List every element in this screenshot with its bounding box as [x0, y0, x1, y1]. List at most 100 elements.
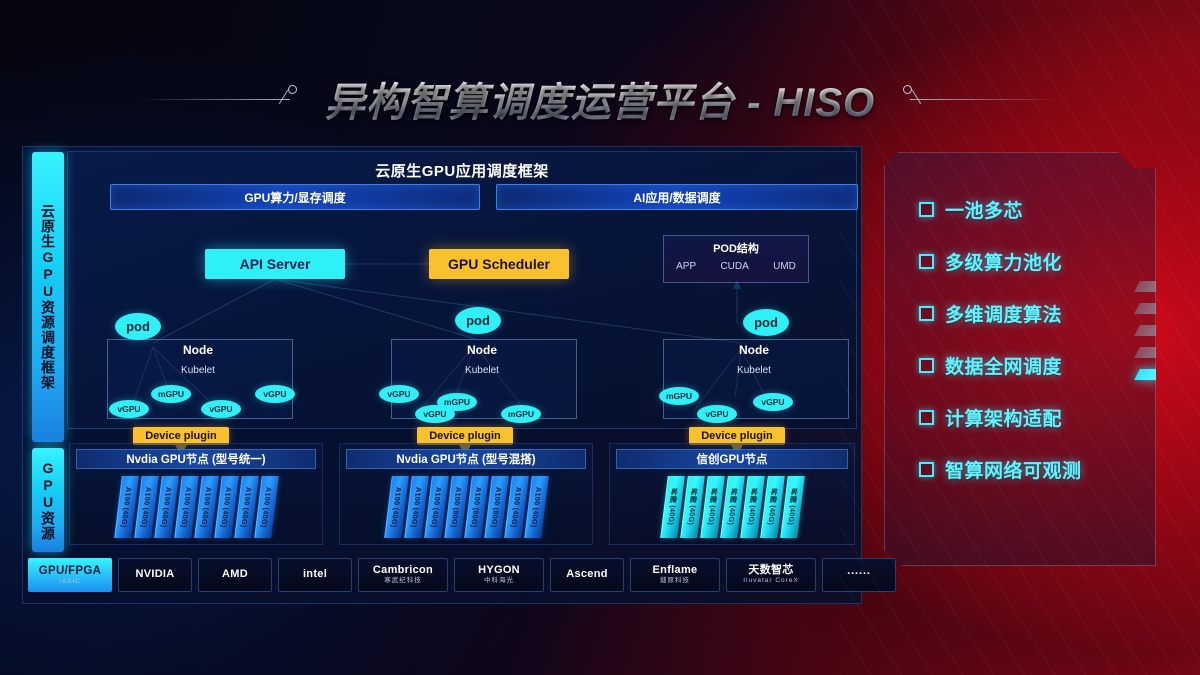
- feature-item-0[interactable]: 一池多芯: [885, 183, 1155, 235]
- gpu-scheduler-node[interactable]: GPU Scheduler: [429, 249, 569, 279]
- gpu-card-label: 昇腾 (40G): [725, 488, 740, 526]
- feature-label-5: 智算网络可观测: [945, 460, 1082, 482]
- checkbox-icon: [919, 254, 934, 269]
- node-group-1: Node Kubelet pod vGPU mGPU vGPU vGPU Dev…: [89, 313, 307, 445]
- gpu-rack-title-0: Nvdia GPU节点 (型号统一): [76, 449, 316, 469]
- gpu-card-label: 昇腾 (40G): [685, 488, 700, 526]
- gpu-cards-1: A100 (40G) A100 (40G) A100 (40G) A100 (80G)…: [340, 474, 592, 540]
- vendor-logo-hygon[interactable]: HYGON 中科海光: [454, 558, 544, 592]
- gpu-1-4[interactable]: vGPU: [255, 385, 295, 403]
- kubelet-label-2: Kubelet: [465, 365, 499, 376]
- gpu-card-label: A100 (40G): [199, 486, 213, 528]
- vendor-logo-intel[interactable]: intel: [278, 558, 352, 592]
- pod-2[interactable]: pod: [455, 307, 501, 334]
- vendor-logo-[interactable]: ······: [822, 558, 896, 592]
- vendor-logo-cambricon[interactable]: Cambricon 寒武纪科技: [358, 558, 448, 592]
- feature-label-3: 数据全网调度: [945, 356, 1063, 378]
- title-tick-left-icon: [278, 89, 289, 105]
- gpu-card-label: 昇腾 (40G): [765, 488, 780, 526]
- gpu-card-label: A100 (40G): [409, 486, 423, 528]
- stripe-icon: [1134, 347, 1174, 358]
- node-group-3: Node Kubelet pod mGPU vGPU vGPU Device p…: [645, 309, 863, 445]
- vendor-logo-sub: Iluvatar CoreX: [743, 577, 799, 585]
- device-plugin-2[interactable]: Device plugin: [417, 427, 513, 445]
- topbar-ai-data[interactable]: AI应用/数据调度: [496, 184, 858, 210]
- title-line-left: [140, 99, 290, 100]
- stripe-icon: [1134, 325, 1174, 336]
- vendor-logo-name: intel: [302, 568, 328, 581]
- vendor-logo-nvidia[interactable]: NVIDIA: [118, 558, 192, 592]
- device-plugin-3[interactable]: Device plugin: [689, 427, 785, 445]
- api-server-node[interactable]: API Server: [205, 249, 345, 279]
- vendor-logo-ascend[interactable]: Ascend: [550, 558, 624, 592]
- gpu-rack-nvidia-uniform: Nvdia GPU节点 (型号统一) A100 (40G) A100 (40G) A…: [69, 443, 323, 545]
- checkbox-icon: [919, 202, 934, 217]
- stripe-icon: [1134, 303, 1174, 314]
- feature-label-0: 一池多芯: [945, 200, 1024, 222]
- feature-item-2[interactable]: 多维调度算法: [885, 287, 1155, 339]
- topbar-gpu-compute[interactable]: GPU算力/显存调度: [110, 184, 480, 210]
- pod-1[interactable]: pod: [115, 313, 161, 340]
- node-label-3: Node: [739, 343, 769, 357]
- feature-item-1[interactable]: 多级算力池化: [885, 235, 1155, 287]
- feature-item-4[interactable]: 计算架构适配: [885, 391, 1155, 443]
- gpu-2-4[interactable]: mGPU: [501, 405, 541, 423]
- sidebar-tab-framework-label: 云原生GPU资源调度框架: [40, 204, 56, 390]
- gpu-2-3[interactable]: vGPU: [415, 405, 455, 423]
- node-group-2: Node Kubelet pod vGPU mGPU vGPU mGPU Dev…: [373, 307, 591, 445]
- pod-3[interactable]: pod: [743, 309, 789, 336]
- gpu-card-label: A100 (80G): [469, 486, 483, 528]
- gpu-card-label: A100 (40G): [239, 486, 253, 528]
- vendor-logo-[interactable]: 天数智芯 Iluvatar CoreX: [726, 558, 816, 592]
- vendor-logo-name: HYGON: [478, 564, 520, 577]
- stripe-icon-active: [1134, 369, 1174, 380]
- node-label-1: Node: [183, 343, 213, 357]
- gpu-1-2[interactable]: mGPU: [151, 385, 191, 403]
- gpu-card-label: A100 (40G): [529, 486, 543, 528]
- gpu-3-1[interactable]: mGPU: [659, 387, 699, 405]
- pod-structure-title: POD结构: [713, 243, 759, 255]
- pod-structure-box: POD结构 APP CUDA UMD: [663, 235, 809, 283]
- gpu-rack-title-1: Nvdia GPU节点 (型号混搭): [346, 449, 586, 469]
- feature-item-3[interactable]: 数据全网调度: [885, 339, 1155, 391]
- gpu-card-label: 昇腾 (40G): [705, 488, 720, 526]
- vendor-logo-name: Ascend: [566, 568, 608, 581]
- vendor-logo-name: NVIDIA: [135, 568, 175, 581]
- feature-label-2: 多维调度算法: [945, 304, 1063, 326]
- vendor-logo-sub: 燧原科技: [660, 577, 690, 585]
- gpu-card-label: A100 (80G): [489, 486, 503, 528]
- gpu-card-label: A100 (40G): [119, 486, 133, 528]
- title-tick-right-icon: [911, 89, 922, 105]
- framework-title: 云原生GPU应用调度框架: [375, 163, 549, 180]
- pod-structure-item-app: APP: [676, 261, 697, 272]
- device-plugin-1[interactable]: Device plugin: [133, 427, 229, 445]
- gpu-card-label: A100 (40G): [259, 486, 273, 528]
- title-dot-left-icon: [288, 85, 297, 94]
- vendor-logo-sub: /ASIC: [59, 577, 81, 585]
- vendor-logo-name: Cambricon: [372, 564, 434, 577]
- gpu-1-1[interactable]: vGPU: [109, 400, 149, 418]
- node-label-2: Node: [467, 343, 497, 357]
- gpu-rack-title-2: 信创GPU节点: [616, 449, 848, 469]
- gpu-card-label: A100 (80G): [449, 486, 463, 528]
- feature-label-4: 计算架构适配: [945, 408, 1063, 430]
- gpu-3-2[interactable]: vGPU: [697, 405, 737, 423]
- gpu-1-3[interactable]: vGPU: [201, 400, 241, 418]
- vendor-logo-amd[interactable]: AMD: [198, 558, 272, 592]
- gpu-card-label: A100 (40G): [179, 486, 193, 528]
- gpu-rack-nvidia-mixed: Nvdia GPU节点 (型号混搭) A100 (40G) A100 (40G) A…: [339, 443, 593, 545]
- vendor-logo-name: Enflame: [652, 564, 698, 577]
- gpu-3-3[interactable]: vGPU: [753, 393, 793, 411]
- vendor-logo-sub: 中科海光: [484, 577, 514, 585]
- slide-title-area: 异构智算调度运营平台 - HISO: [0, 68, 1200, 130]
- vendor-logo-enflame[interactable]: Enflame 燧原科技: [630, 558, 720, 592]
- feature-item-5[interactable]: 智算网络可观测: [885, 443, 1155, 495]
- panel-stripe-decoration: [1137, 281, 1171, 407]
- vendor-logo-name: ······: [847, 568, 871, 581]
- page-title: 异构智算调度运营平台 - HISO: [325, 70, 875, 128]
- gpu-2-1[interactable]: vGPU: [379, 385, 419, 403]
- node-box-2: [391, 339, 577, 419]
- vendor-logo-gpu-fpga[interactable]: GPU/FPGA/ASIC: [28, 558, 112, 592]
- kubelet-label-3: Kubelet: [737, 365, 771, 376]
- checkbox-icon: [919, 358, 934, 373]
